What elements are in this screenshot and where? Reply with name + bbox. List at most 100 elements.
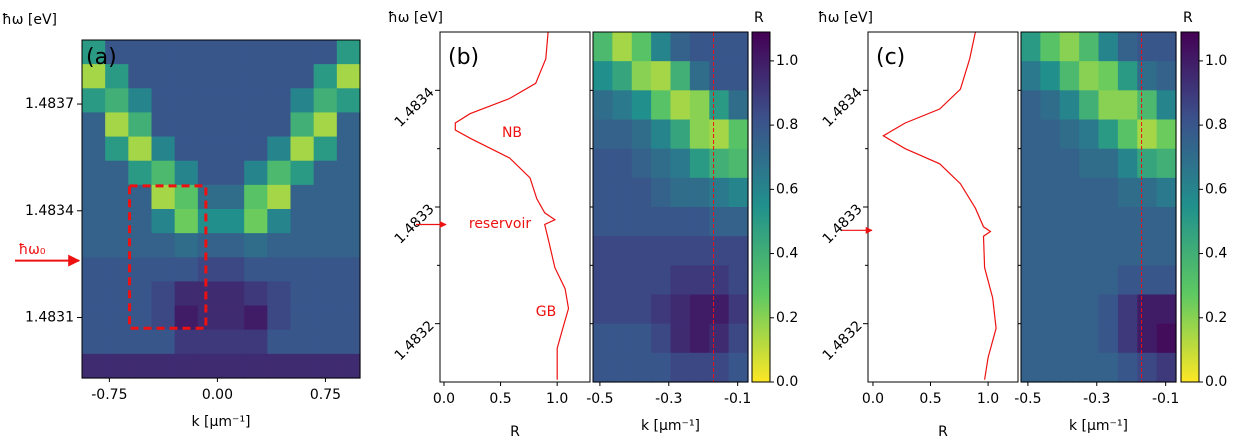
heatmap-cell bbox=[593, 61, 613, 91]
heatmap-cell bbox=[1059, 265, 1080, 296]
colorbar-tick-label: 0.6 bbox=[1205, 181, 1227, 197]
heatmap-cell bbox=[670, 177, 691, 208]
heatmap-cell bbox=[1059, 352, 1080, 383]
y-tick-label: 1.4833 bbox=[820, 201, 866, 247]
heatmap-cell bbox=[313, 329, 338, 355]
annotation: NB bbox=[502, 125, 522, 141]
heatmap-cell bbox=[197, 112, 222, 138]
heatmap-cell bbox=[728, 294, 749, 325]
heatmap-cell bbox=[631, 236, 652, 266]
heatmap-cell bbox=[244, 136, 268, 162]
heatmap-cell bbox=[728, 90, 749, 121]
heatmap-cell bbox=[631, 207, 652, 237]
heatmap-cell bbox=[244, 112, 268, 138]
heatmap-cell bbox=[1137, 32, 1158, 62]
heatmap-cell bbox=[174, 353, 199, 379]
annotation: reservoir bbox=[469, 216, 531, 232]
x-axis-label: R bbox=[938, 424, 948, 440]
heatmap-cell bbox=[1156, 236, 1177, 266]
heatmap-cell bbox=[709, 90, 730, 121]
panel-label: (c) bbox=[876, 45, 905, 70]
heatmap-cell bbox=[709, 265, 730, 296]
heatmap-cell bbox=[82, 257, 106, 283]
heatmap-cell bbox=[105, 257, 129, 283]
heatmap-cell bbox=[1117, 90, 1138, 121]
heatmap-cell bbox=[709, 236, 730, 266]
heatmap-cell bbox=[174, 209, 199, 234]
heatmap-cell bbox=[105, 160, 129, 186]
heatmap-cell bbox=[728, 119, 749, 150]
heatmap-cell bbox=[651, 32, 672, 62]
colorbar-tick-label: 0.6 bbox=[776, 181, 798, 197]
heatmap-cell bbox=[244, 329, 268, 355]
heatmap-cell bbox=[105, 353, 129, 379]
heatmap-cell bbox=[1079, 265, 1100, 296]
heatmap-cell bbox=[1079, 207, 1100, 237]
heatmap-cell bbox=[1117, 352, 1138, 383]
heatmap-cell bbox=[221, 64, 245, 89]
heatmap-cell bbox=[1021, 177, 1041, 208]
heatmap-cell bbox=[709, 119, 730, 150]
heatmap-cell bbox=[709, 177, 730, 208]
heatmap-cell bbox=[290, 209, 315, 234]
x-tick-label: 0.00 bbox=[202, 387, 233, 403]
heatmap-cell bbox=[1021, 148, 1041, 179]
heatmap-cell bbox=[651, 207, 672, 237]
heatmap-cell bbox=[105, 209, 129, 234]
heatmap-cell bbox=[174, 64, 199, 89]
heatmap-cell bbox=[128, 353, 153, 379]
heatmap-cell bbox=[290, 88, 315, 114]
x-tick-label: 1.0 bbox=[546, 391, 568, 407]
heatmap-cell bbox=[1117, 207, 1138, 237]
heatmap-cell bbox=[197, 209, 222, 234]
heatmap-cell bbox=[612, 323, 633, 354]
heatmap-cell bbox=[728, 32, 749, 62]
heatmap-cell bbox=[244, 281, 268, 307]
heatmap-cell bbox=[670, 265, 691, 296]
heatmap-cell bbox=[174, 88, 199, 114]
heatmap-cell bbox=[151, 136, 176, 162]
heatmap-cell bbox=[313, 88, 338, 114]
heatmap-cell bbox=[267, 281, 292, 307]
heatmap-cell bbox=[174, 305, 199, 331]
heatmap-cell bbox=[313, 184, 338, 210]
heatmap-cell bbox=[631, 90, 652, 121]
heatmap-cell bbox=[336, 281, 361, 307]
heatmap-cell bbox=[244, 257, 268, 283]
heatmap-cell bbox=[336, 88, 361, 114]
heatmap-cell bbox=[82, 64, 106, 89]
heatmap-cell bbox=[728, 323, 749, 354]
heatmap-cell bbox=[221, 209, 245, 234]
heatmap-cell bbox=[631, 352, 652, 383]
heatmap-cell bbox=[82, 184, 106, 210]
heatmap-cell bbox=[336, 257, 361, 283]
heatmap-cell bbox=[1098, 90, 1119, 121]
plot-frame bbox=[439, 31, 591, 383]
heatmap-cell bbox=[1040, 323, 1061, 354]
heatmap-cell bbox=[593, 236, 613, 266]
heatmap-cell bbox=[1021, 236, 1041, 266]
heatmap-cell bbox=[1117, 119, 1138, 150]
heatmap-cell bbox=[651, 177, 672, 208]
heatmap-cell bbox=[128, 305, 153, 331]
heatmap-cell bbox=[336, 184, 361, 210]
y-tick-label: 1.4831 bbox=[25, 310, 74, 326]
heatmap-cell bbox=[1117, 323, 1138, 354]
heatmap-cell bbox=[1137, 148, 1158, 179]
heatmap-cell bbox=[1079, 294, 1100, 325]
heatmap-cell bbox=[1117, 148, 1138, 179]
heatmap-cell bbox=[728, 352, 749, 383]
heatmap-cell bbox=[82, 233, 106, 258]
heatmap-cell bbox=[670, 148, 691, 179]
heatmap-cell bbox=[197, 64, 222, 89]
heatmap-cell bbox=[128, 40, 153, 65]
arrow-label: ħω₀ bbox=[18, 242, 45, 258]
heatmap-cell bbox=[221, 184, 245, 210]
heatmap-cell bbox=[1040, 148, 1061, 179]
panel-label: (a) bbox=[86, 45, 117, 70]
heatmap-cell bbox=[82, 40, 106, 65]
heatmap-cell bbox=[174, 233, 199, 258]
heatmap-cell bbox=[1137, 294, 1158, 325]
heatmap-cell bbox=[267, 112, 292, 138]
heatmap-cell bbox=[336, 112, 361, 138]
